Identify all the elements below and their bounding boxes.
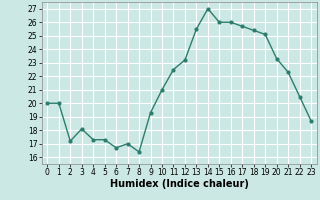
X-axis label: Humidex (Indice chaleur): Humidex (Indice chaleur) xyxy=(110,179,249,189)
